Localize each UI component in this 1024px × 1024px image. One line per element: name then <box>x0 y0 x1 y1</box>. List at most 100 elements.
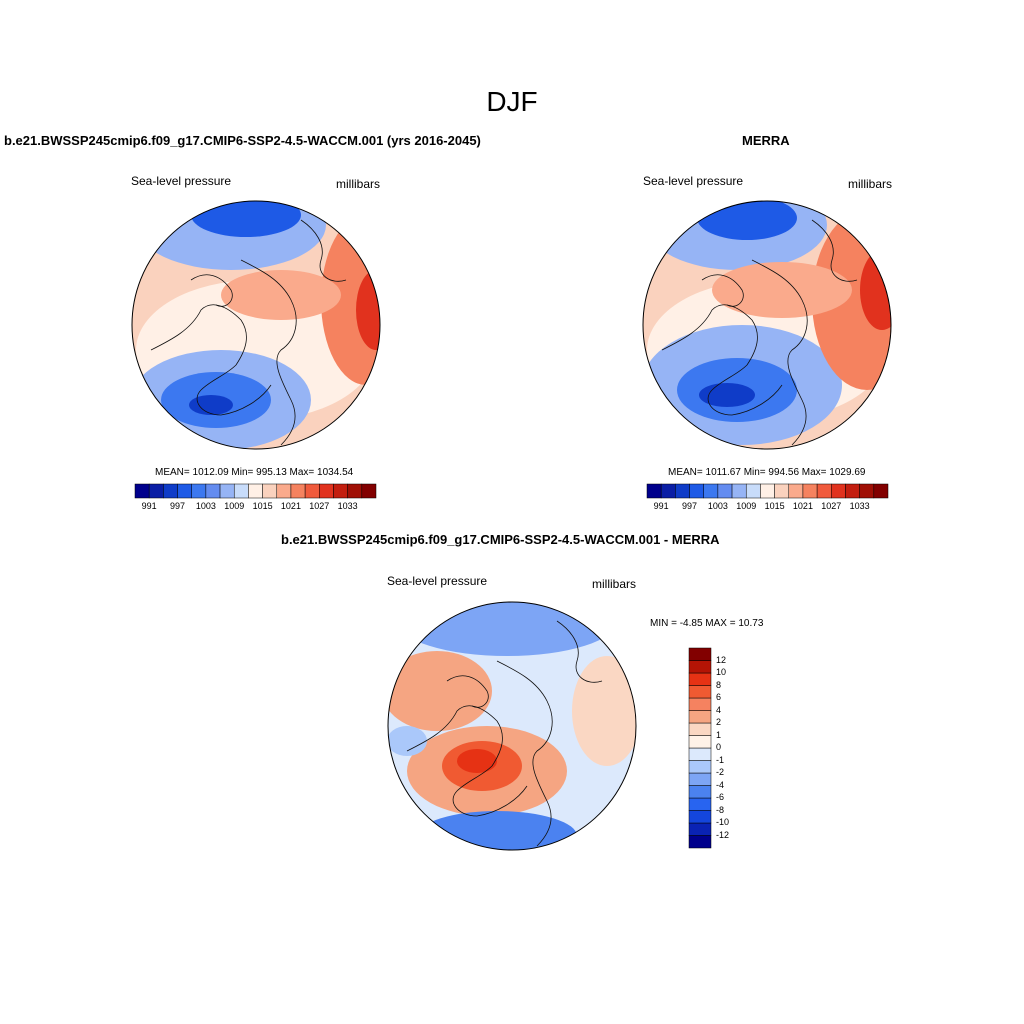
colorbar-swatch <box>859 483 875 499</box>
colorbar-tick-label: 10 <box>716 667 727 677</box>
colorbar-tick-label: 1033 <box>337 501 358 511</box>
colorbar-swatch <box>717 483 733 499</box>
colorbar-swatch <box>660 483 676 499</box>
colorbar-tick-label: 991 <box>653 501 669 511</box>
map-field-south-negative <box>417 811 577 850</box>
colorbar-tick-label: -12 <box>716 829 730 840</box>
map-field-siberian-high-core <box>860 250 891 330</box>
colorbar-tick-label: 1009 <box>224 501 245 511</box>
colorbar-tick-label: 0 <box>716 742 722 752</box>
colorbar-swatches-merra <box>646 483 889 499</box>
map-field-west-negative <box>388 726 427 756</box>
figure-title: DJF <box>486 86 538 117</box>
colorbar-swatch <box>688 760 712 774</box>
panel-title-model: b.e21.BWSSP245cmip6.f09_g17.CMIP6-SSP2-4… <box>4 133 481 148</box>
map-field-icelandic-low-center <box>699 383 755 407</box>
colorbar-tick-label: -10 <box>716 817 730 827</box>
colorbar-swatch <box>304 483 320 499</box>
colorbar-tick-label: 1027 <box>821 501 842 511</box>
colorbar-swatch <box>688 797 712 811</box>
colorbar-tick-label: 4 <box>716 704 722 715</box>
colorbar-swatch <box>688 835 712 849</box>
colorbar-swatch <box>177 483 192 499</box>
colorbar-swatch <box>134 483 150 499</box>
colorbar-swatch <box>688 772 712 786</box>
panel-unit-label-model: millibars <box>336 177 381 191</box>
colorbar-tick-label: -1 <box>716 754 725 765</box>
panel-unit-label-diff: millibars <box>592 577 637 591</box>
map-field-arctic-high <box>712 262 852 318</box>
colorbar-swatch <box>689 483 704 499</box>
colorbar-swatch <box>688 710 712 724</box>
colorbar-tick-label: 12 <box>716 654 727 665</box>
panel-left-label-merra: Sea-level pressure <box>643 174 744 188</box>
colorbar-swatch <box>319 483 334 499</box>
colorbar-tick-label: -4 <box>716 779 725 790</box>
polar-map-model <box>131 200 381 450</box>
colorbar-tick-label: -2 <box>716 767 725 777</box>
colorbar-tick-label: 2 <box>716 717 722 727</box>
colorbar-swatch <box>688 722 712 736</box>
colorbar-swatch <box>731 483 747 499</box>
colorbar-tick-label: 1021 <box>792 501 813 511</box>
colorbar-swatch <box>816 483 832 499</box>
colorbar-tick-label: 997 <box>170 501 186 511</box>
colorbar-swatch <box>290 483 306 499</box>
colorbar-swatch <box>191 483 207 499</box>
colorbar-swatch <box>219 483 235 499</box>
panel-unit-label-merra: millibars <box>848 177 893 191</box>
map-field-central-positive-center <box>457 749 497 773</box>
colorbar-diff <box>688 647 712 849</box>
panel-title-merra: MERRA <box>742 133 790 148</box>
colorbar-tick-label: 1009 <box>736 501 757 511</box>
map-field-east-neutral <box>572 656 636 766</box>
colorbar-tick-label: 1015 <box>252 501 273 511</box>
colorbar-swatch <box>675 483 690 499</box>
colorbar-tick-label: 997 <box>682 501 698 511</box>
panel-title-diff: b.e21.BWSSP245cmip6.f09_g17.CMIP6-SSP2-4… <box>281 532 720 547</box>
panel-stats-diff: MIN = -4.85 MAX = 10.73 <box>650 618 764 629</box>
colorbar-tick-label: 991 <box>141 501 157 511</box>
colorbar-swatch <box>688 672 712 686</box>
colorbar-swatch <box>688 647 712 661</box>
colorbar-swatch <box>333 483 348 499</box>
colorbar-swatch <box>163 483 178 499</box>
colorbar-tick-label: 1021 <box>280 501 301 511</box>
colorbar-swatches-model <box>134 483 377 499</box>
colorbar-swatch <box>148 483 164 499</box>
colorbar-swatch <box>347 483 363 499</box>
coastlines <box>406 620 603 847</box>
colorbar-swatch <box>688 735 712 749</box>
colorbar-swatch <box>688 822 712 836</box>
colorbar-swatch <box>276 483 292 499</box>
colorbar-swatch <box>262 483 278 499</box>
colorbar-swatch <box>760 483 775 499</box>
colorbar-tick-label: 1033 <box>849 501 870 511</box>
colorbar-tick-label: 1 <box>716 729 722 740</box>
colorbar-swatch <box>688 810 712 824</box>
colorbar-swatch <box>873 483 889 499</box>
map-field-siberian-high-core <box>356 270 380 350</box>
map-field-aleutian-low-core <box>191 201 301 237</box>
colorbar-tick-label: 1027 <box>309 501 330 511</box>
map-field-north-negative <box>397 602 617 656</box>
colorbar-swatch <box>688 660 712 674</box>
map-field-west-positive <box>388 651 492 731</box>
colorbar-swatch <box>774 483 790 499</box>
colorbar-swatch <box>745 483 761 499</box>
colorbar-tick-label: 1003 <box>195 501 216 511</box>
colorbar-swatch <box>688 697 712 711</box>
colorbar-swatch <box>646 483 662 499</box>
colorbar-tick-label: 1003 <box>707 501 728 511</box>
colorbar-swatch <box>205 483 221 499</box>
panel-stats-merra: MEAN= 1011.67 Min= 994.56 Max= 1029.69 <box>668 467 866 478</box>
polar-map-diff <box>387 601 637 851</box>
colorbar-swatch <box>802 483 818 499</box>
colorbar-tick-label: -8 <box>716 804 725 815</box>
colorbar-swatch <box>248 483 263 499</box>
panel-stats-model: MEAN= 1012.09 Min= 995.13 Max= 1034.54 <box>155 467 354 478</box>
colorbar-swatch <box>831 483 846 499</box>
coastlines <box>150 219 347 446</box>
colorbar-swatch <box>361 483 377 499</box>
colorbar-tick-label: 1015 <box>764 501 785 511</box>
